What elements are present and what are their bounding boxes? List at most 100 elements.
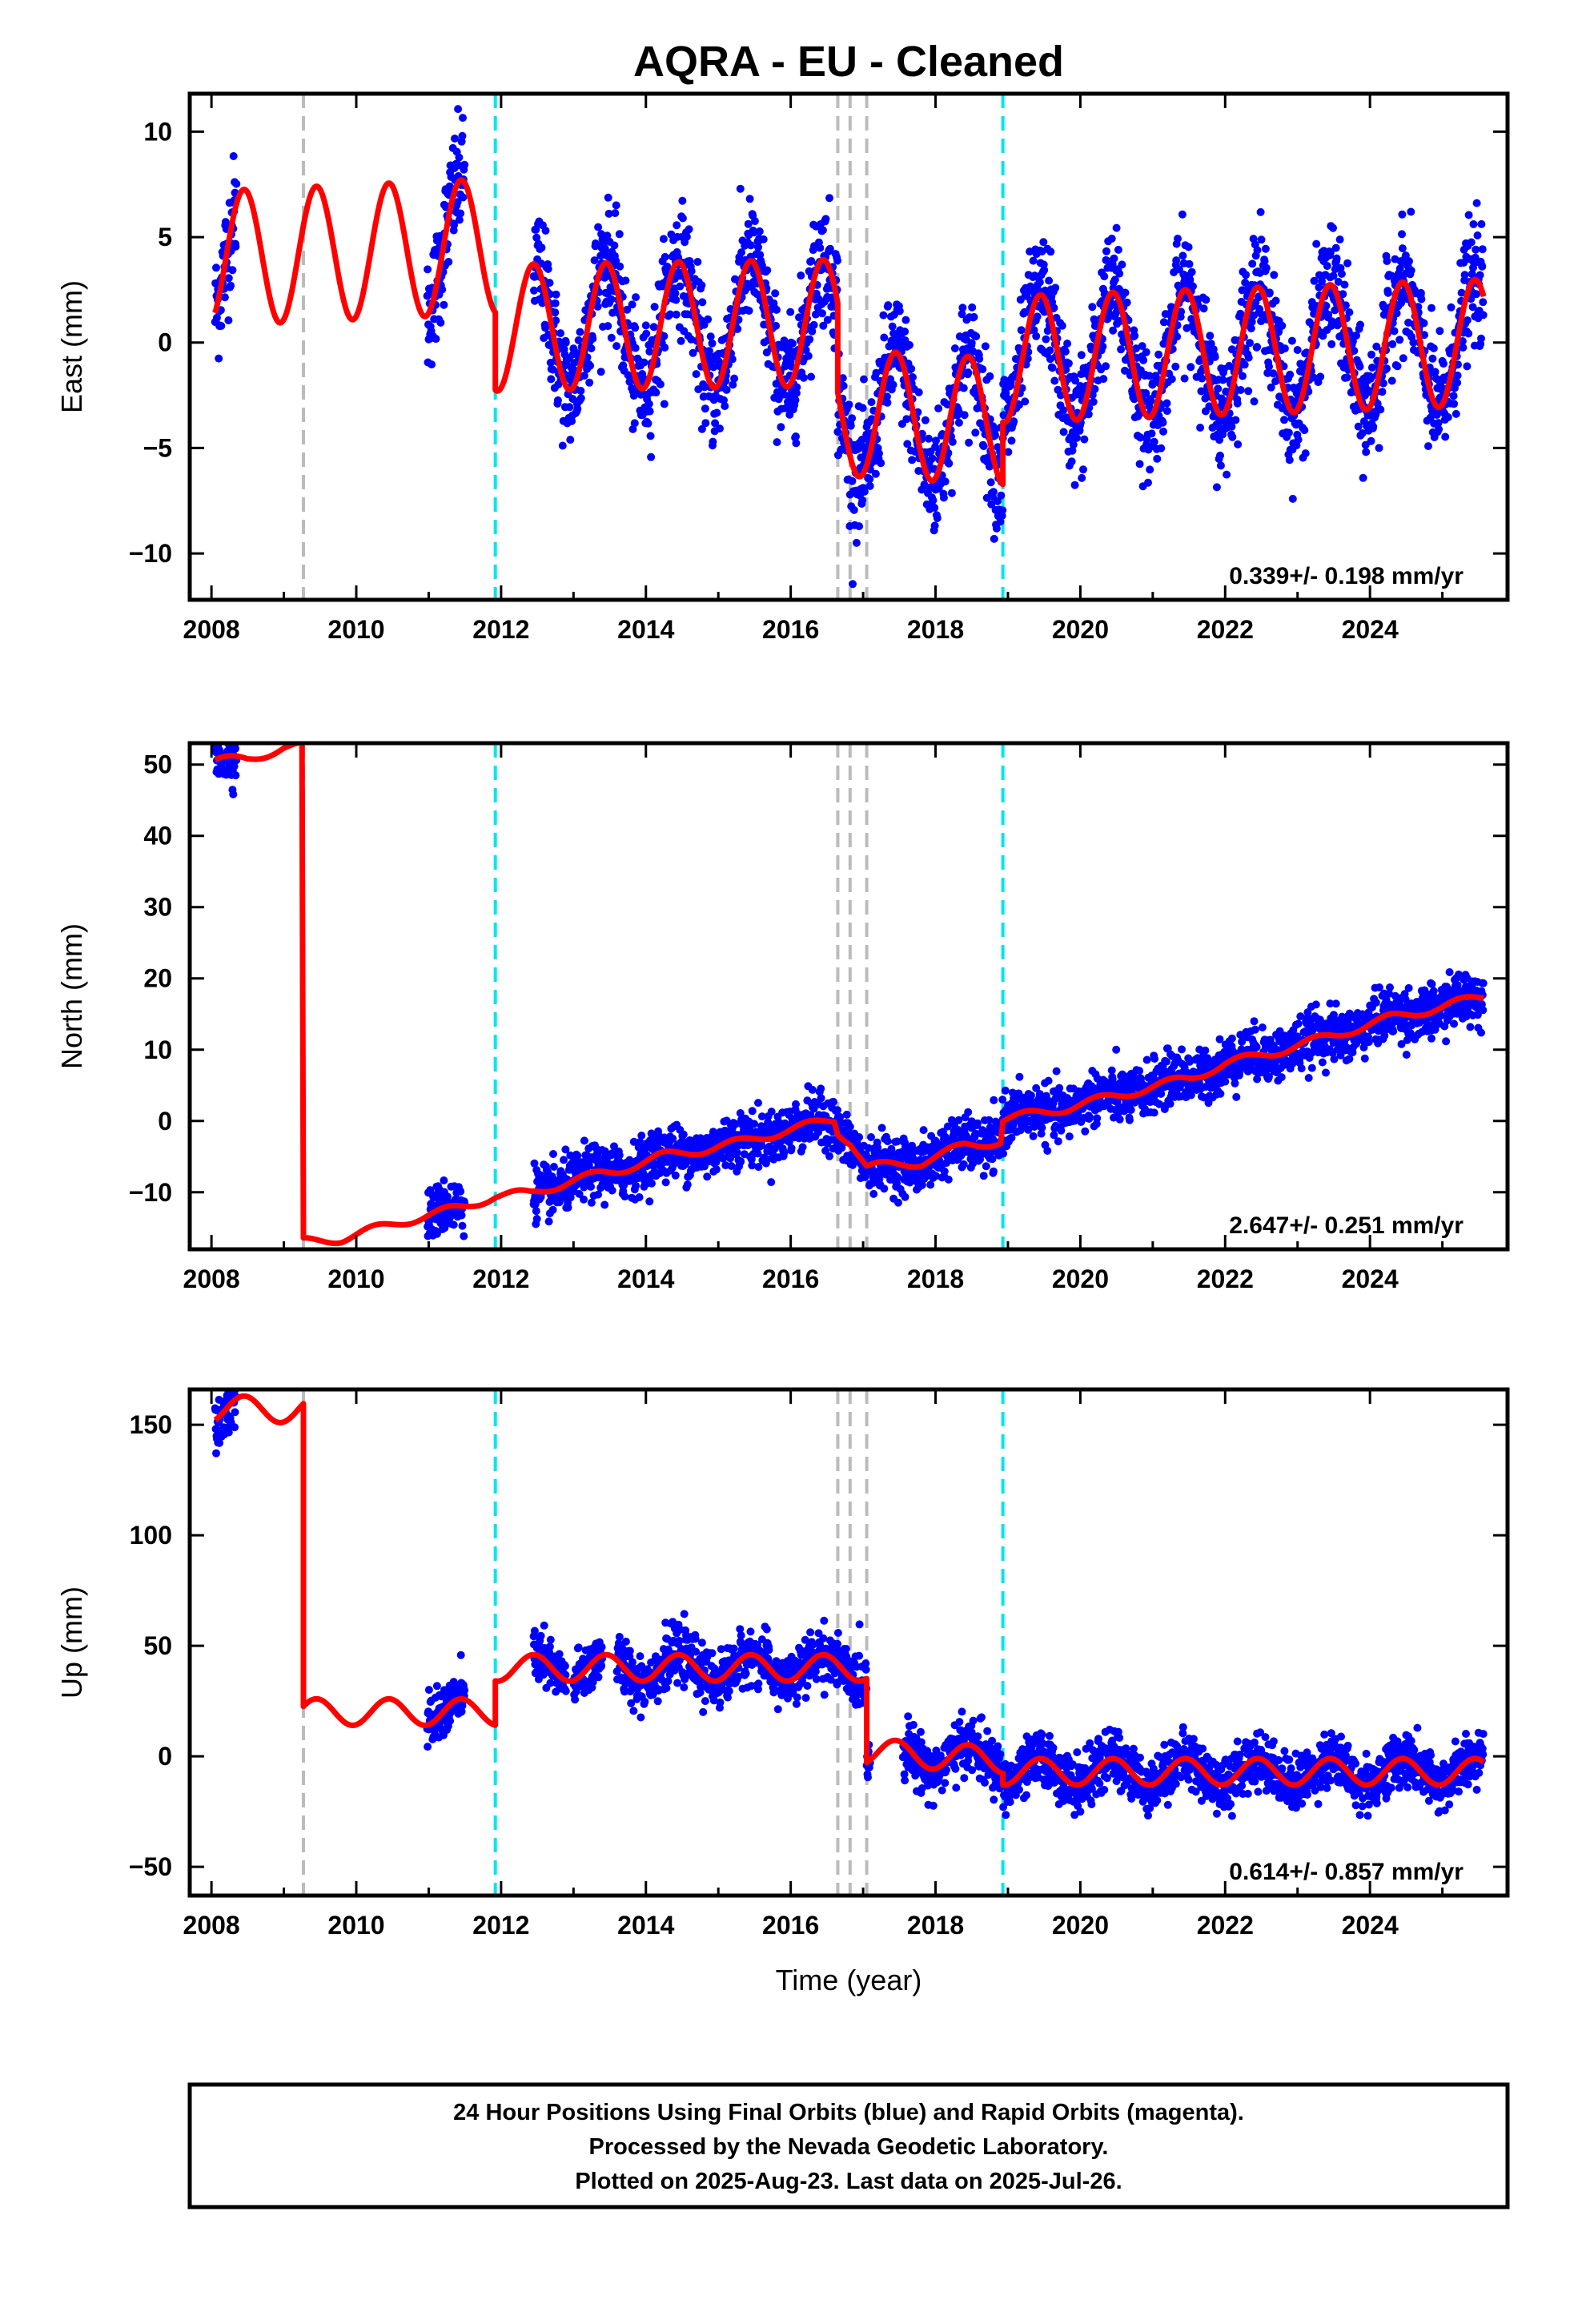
data-point [1343, 373, 1351, 382]
data-point [608, 308, 617, 317]
data-point [901, 316, 910, 324]
data-point [1435, 425, 1443, 433]
data-point [964, 1108, 973, 1116]
data-point [959, 1160, 968, 1168]
data-point [1270, 271, 1279, 279]
data-point [825, 244, 834, 253]
data-point [879, 311, 888, 320]
data-point [455, 215, 464, 224]
data-point [901, 328, 909, 336]
data-point [792, 1100, 800, 1108]
data-point [797, 271, 805, 279]
data-point [1118, 260, 1126, 269]
data-point [722, 385, 731, 394]
data-point [1042, 335, 1050, 344]
data-point [867, 398, 876, 407]
data-point [940, 1167, 949, 1176]
data-point [865, 475, 874, 484]
data-point [1142, 1055, 1151, 1064]
data-point [1356, 320, 1364, 329]
data-point [1452, 409, 1460, 418]
data-point [1239, 372, 1247, 380]
data-point [945, 459, 954, 468]
data-point [644, 419, 652, 428]
data-point [698, 298, 707, 307]
data-point [1244, 387, 1253, 396]
data-point [1248, 259, 1257, 268]
data-point [1447, 303, 1456, 312]
data-point [786, 308, 795, 316]
data-point [576, 387, 585, 395]
data-point [682, 232, 691, 241]
data-point [793, 383, 801, 392]
data-points [211, 743, 1488, 1240]
data-point [635, 1193, 644, 1201]
data-point [224, 316, 233, 324]
data-point [611, 209, 620, 218]
data-point [1278, 321, 1287, 330]
plot-area [211, 94, 1488, 600]
data-point [224, 274, 233, 283]
data-point [1098, 342, 1107, 351]
data-point [1219, 376, 1227, 384]
data-point [869, 1189, 878, 1198]
data-point [991, 431, 1000, 440]
data-point [1117, 345, 1126, 354]
data-point [1209, 345, 1218, 354]
data-point [607, 333, 616, 342]
data-point [1453, 378, 1462, 387]
data-point [666, 310, 675, 319]
data-point [607, 295, 616, 304]
data-point [883, 1137, 892, 1146]
data-point [706, 332, 715, 341]
data-point [1335, 235, 1344, 244]
data-point [1178, 1045, 1186, 1054]
data-point [547, 375, 556, 384]
data-point [1300, 426, 1309, 435]
data-point [1151, 372, 1160, 381]
data-point [958, 310, 966, 319]
data-point [1234, 440, 1243, 448]
data-point [628, 300, 636, 309]
data-point [982, 1162, 990, 1171]
data-point [1147, 429, 1156, 438]
data-point [660, 332, 669, 340]
data-point [888, 322, 897, 331]
data-point [1267, 383, 1275, 392]
x-tick-label: 2024 [1342, 615, 1399, 644]
data-point [553, 396, 562, 404]
data-point [773, 305, 781, 314]
data-point [586, 361, 595, 370]
data-point [600, 244, 609, 253]
data-point [1059, 406, 1068, 415]
data-point [787, 1144, 796, 1152]
data-point [704, 315, 713, 324]
data-point [1405, 257, 1413, 266]
data-point [1280, 344, 1289, 353]
data-point [1463, 362, 1472, 371]
data-point [574, 336, 583, 344]
data-point [610, 241, 619, 250]
data-point [1231, 1079, 1239, 1088]
data-point [1180, 374, 1189, 383]
data-point [730, 374, 739, 383]
data-point [587, 344, 596, 352]
data-point [1166, 1100, 1174, 1108]
data-point [1050, 304, 1058, 312]
data-point [1154, 350, 1163, 359]
data-point [456, 1187, 465, 1196]
data-point [229, 790, 238, 798]
y-axis-label: East (mm) [55, 280, 88, 413]
data-point [1459, 344, 1468, 352]
data-point [877, 1124, 886, 1132]
data-point [228, 266, 237, 275]
data-point [1026, 1091, 1035, 1100]
data-point [1240, 360, 1249, 369]
data-point [673, 221, 681, 230]
data-point [1145, 372, 1154, 380]
data-point [792, 388, 801, 397]
data-point [861, 1172, 869, 1181]
data-point [544, 1217, 553, 1226]
data-point [1211, 352, 1219, 361]
data-point [819, 321, 828, 330]
